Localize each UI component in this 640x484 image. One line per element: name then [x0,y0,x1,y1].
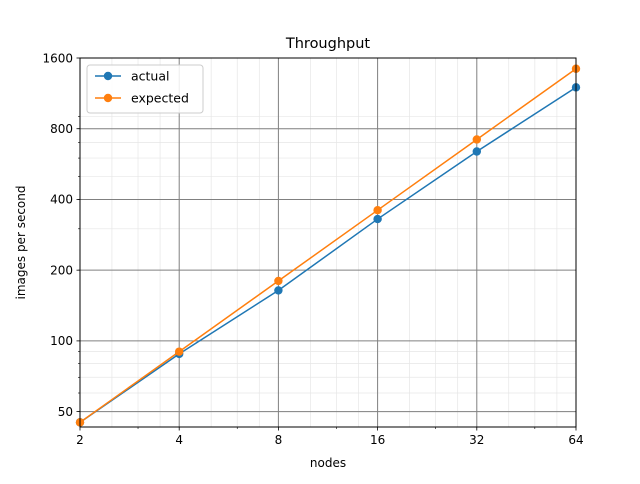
axes-layer: 2 4 8 16 32 64 50 100 200 400 800 1600 [42,51,583,447]
data-point-expected [175,347,184,356]
minor-grid [80,58,576,427]
legend: actual expected [86,64,204,114]
x-tick-label: 64 [568,433,583,447]
x-tick-label: 8 [275,433,283,447]
y-tick-label: 400 [50,193,73,207]
y-tick-label: 1600 [42,51,73,65]
legend-label-actual: actual [131,69,170,84]
data-point-actual [373,214,382,224]
x-tick-label: 2 [76,433,84,447]
x-tick-label: 4 [175,433,183,447]
data-point-actual [274,286,283,295]
series-line-actual [79,86,577,423]
x-tick-label: 16 [370,433,385,447]
x-axis-label: nodes [310,456,346,470]
legend-marker-actual [103,71,113,81]
y-tick-label: 50 [58,405,73,419]
data-point-actual [472,147,481,156]
legend-box [86,64,204,114]
x-tick-label: 32 [469,433,484,447]
legend-marker-expected [103,93,113,103]
chart-title: Throughput [285,36,371,52]
y-tick-label: 800 [50,122,73,136]
data-point-expected [472,135,481,144]
y-axis-label: images per second [14,186,28,300]
series-line-expected [79,68,577,423]
legend-label-expected: expected [131,91,189,106]
data-point-expected [373,205,382,215]
data-point-expected [274,276,283,286]
plot-frame [79,57,577,428]
y-tick-label: 200 [50,263,73,277]
series-layer [75,64,581,427]
y-tick-label: 100 [50,334,73,348]
